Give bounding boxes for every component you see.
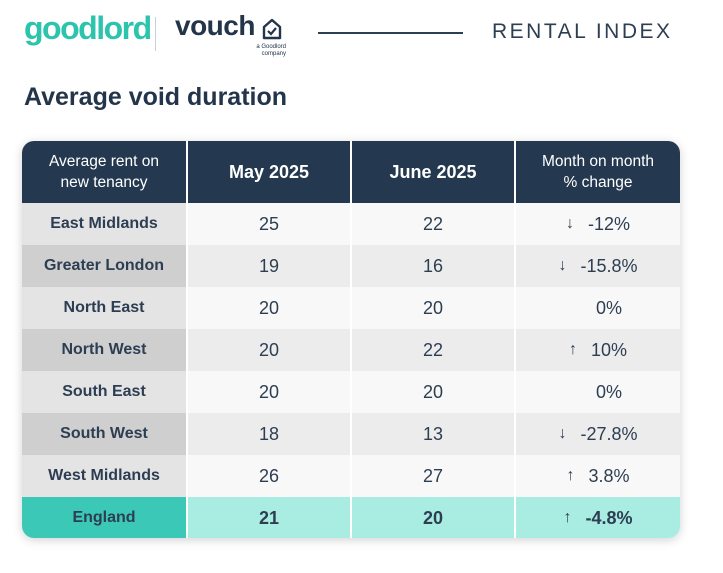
june-value-cell: 20	[352, 371, 514, 413]
change-cell: 0%	[516, 287, 680, 329]
change-cell: ↓ -12%	[516, 203, 680, 245]
region-cell: North West	[22, 329, 186, 371]
may-value-cell: 20	[188, 329, 350, 371]
may-value-cell: 21	[188, 497, 350, 538]
header-region: Average rent on new tenancy	[48, 153, 159, 191]
goodlord-logo: goodlord	[24, 10, 152, 46]
may-value-cell: 20	[188, 287, 350, 329]
change-cell: ↓ -27.8%	[516, 413, 680, 455]
change-arrow-icon: ↓	[565, 215, 574, 232]
june-value-cell: 22	[352, 329, 514, 371]
vouch-subtitle: a Goodlord company	[256, 44, 286, 57]
header-june-2025: June 2025	[389, 161, 477, 182]
june-value-cell: 20	[352, 497, 514, 538]
table-row: North East 20 20 0%	[22, 287, 680, 329]
column-divider	[186, 141, 188, 538]
may-value-cell: 18	[188, 413, 350, 455]
change-arrow-icon: ↓	[558, 425, 567, 442]
change-cell: ↑ 10%	[516, 329, 680, 371]
table-row: Greater London 19 16 ↓ -15.8%	[22, 245, 680, 287]
change-value: -4.8%	[585, 507, 633, 528]
column-divider	[350, 141, 352, 538]
table-row: North West 20 22 ↑ 10%	[22, 329, 680, 371]
header-month-change: Month on month% change	[541, 153, 654, 191]
change-arrow-icon: ↑	[568, 341, 577, 358]
june-value-cell: 22	[352, 203, 514, 245]
change-cell: 0%	[516, 371, 680, 413]
change-value: -27.8%	[580, 423, 638, 444]
column-divider	[514, 141, 516, 538]
change-value: 0%	[595, 297, 622, 318]
table-row: South West 18 13 ↓ -27.8%	[22, 413, 680, 455]
house-check-icon	[262, 18, 282, 40]
region-cell: North East	[22, 287, 186, 329]
may-value-cell: 20	[188, 371, 350, 413]
region-cell: South West	[22, 413, 186, 455]
june-value-cell: 20	[352, 287, 514, 329]
change-cell: ↑ -4.8%	[516, 497, 680, 538]
region-cell: Greater London	[22, 245, 186, 287]
june-value-cell: 27	[352, 455, 514, 497]
region-cell: East Midlands	[22, 203, 186, 245]
may-value-cell: 25	[188, 203, 350, 245]
region-cell: England	[22, 497, 186, 538]
change-value: 0%	[595, 381, 622, 402]
change-cell: ↓ -15.8%	[516, 245, 680, 287]
vouch-logo: vouch	[175, 10, 255, 41]
logo-divider	[155, 17, 156, 51]
region-cell: West Midlands	[22, 455, 186, 497]
change-value: -12%	[587, 213, 631, 234]
void-duration-table: Average rent on new tenancy May 2025 June…	[22, 141, 680, 538]
region-cell: South East	[22, 371, 186, 413]
table-row: South East 20 20 0%	[22, 371, 680, 413]
change-value: 3.8%	[588, 465, 630, 486]
table-row: West Midlands 26 27 ↑ 3.8%	[22, 455, 680, 497]
table-row-england: England 21 20 ↑ -4.8%	[22, 497, 680, 538]
change-cell: ↑ 3.8%	[516, 455, 680, 497]
header-rule	[318, 32, 463, 34]
change-value: -15.8%	[580, 255, 638, 276]
header: goodlord vouch a Goodlord company RENTAL…	[0, 0, 723, 70]
may-value-cell: 26	[188, 455, 350, 497]
header-may-2025: May 2025	[228, 161, 310, 182]
change-arrow-icon: ↑	[563, 509, 572, 526]
june-value-cell: 16	[352, 245, 514, 287]
change-arrow-icon: ↑	[566, 467, 575, 484]
page-title: Average void duration	[24, 83, 288, 111]
change-value: 10%	[590, 339, 628, 360]
table-row: East Midlands 25 22 ↓ -12%	[22, 203, 680, 245]
may-value-cell: 19	[188, 245, 350, 287]
report-name: RENTAL INDEX	[492, 20, 673, 43]
change-arrow-icon: ↓	[558, 257, 567, 274]
june-value-cell: 13	[352, 413, 514, 455]
